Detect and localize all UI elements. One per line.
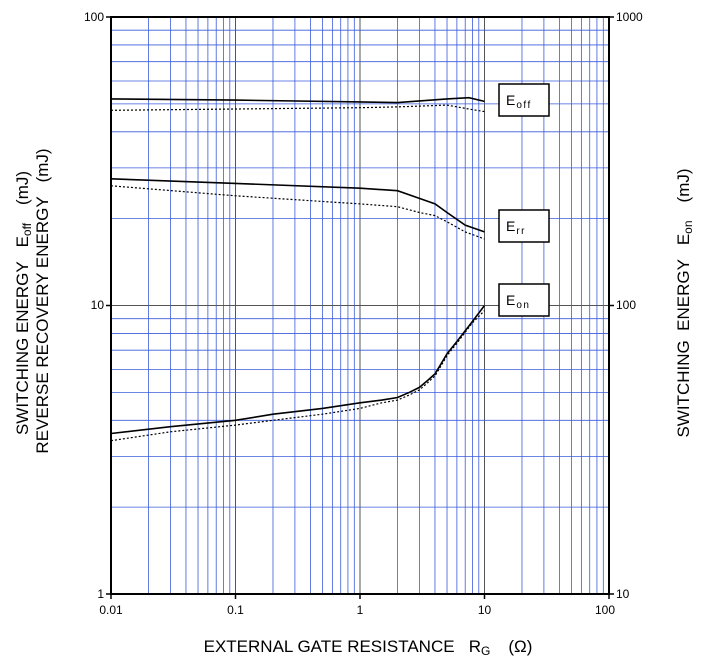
x-tick-label: 0.01: [99, 603, 123, 617]
curve-label-sub: rr: [516, 226, 526, 237]
x-axis-label-sub: G: [481, 644, 490, 658]
x-tick-label: 0.1: [227, 603, 244, 617]
curve-label-e-rr: Err: [499, 210, 549, 242]
curve-label-main: E: [506, 292, 515, 308]
series-e-rr-solid: [111, 179, 485, 232]
x-axis-label: EXTERNAL GATE RESISTANCE RG (Ω): [204, 637, 533, 658]
curve-label-main: E: [506, 92, 515, 108]
series-e-rr-dotted: [111, 186, 485, 239]
x-tick-label: 1: [357, 603, 364, 617]
y-left-axis-label-recovery: REVERSE RECOVERY ENERGY (mJ): [33, 148, 52, 453]
y-right-tick-label: 1000: [616, 10, 643, 24]
x-tick-label: 10: [478, 603, 492, 617]
series-e-on-dotted: [111, 311, 485, 441]
curve-label-main: E: [506, 218, 515, 234]
series-e-off-dotted: [111, 105, 485, 112]
y-right-label-unit: (mJ): [674, 168, 693, 202]
curve-label-sub: off: [516, 100, 531, 111]
x-axis-label-text: EXTERNAL GATE RESISTANCE R: [204, 637, 481, 656]
y-left-axis-label-switching: SWITCHING ENERGY Eoff (mJ): [13, 171, 34, 435]
curve-label-sub: on: [516, 300, 530, 311]
y-left-label-text: SWITCHING ENERGY E: [13, 236, 32, 435]
series-e-off-solid: [111, 98, 485, 103]
y-left-tick-label: 100: [84, 10, 104, 24]
data-series: [111, 98, 485, 441]
curve-label-e-off: Eoff: [499, 84, 549, 116]
y-left-label-unit: (mJ): [13, 171, 32, 205]
y-right-tick-label: 100: [616, 298, 636, 312]
y-right-label-text: SWITCHING ENERGY E: [674, 234, 693, 438]
y-right-axis-label: SWITCHING ENERGY Eon (mJ): [674, 168, 695, 437]
curve-label-e-on: Eon: [499, 284, 549, 316]
y-right-label-sub: on: [681, 220, 695, 233]
y-left-tick-label: 10: [91, 298, 105, 312]
y-right-tick-label: 10: [616, 587, 630, 601]
y-left-tick-label: 1: [97, 587, 104, 601]
x-tick-label: 100: [595, 603, 615, 617]
y-left-label-sub: off: [20, 222, 34, 236]
x-axis-label-unit: (Ω): [508, 637, 532, 656]
